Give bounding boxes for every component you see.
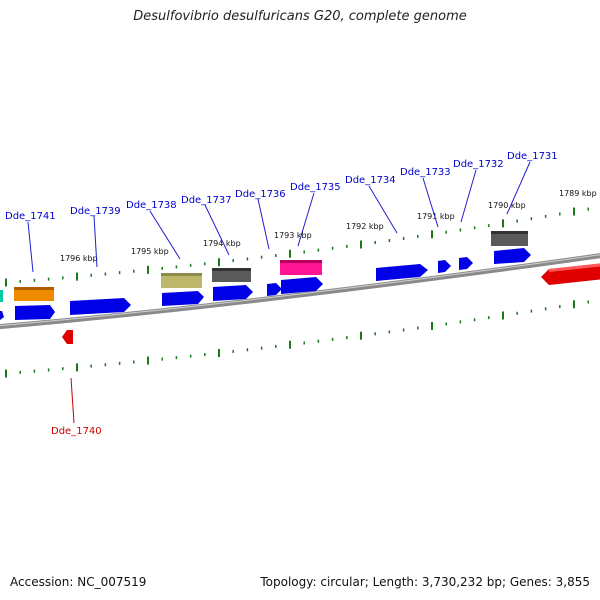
leader-dde-1741 [27,221,34,273]
kbp-label-1789: 1789 kbp [559,189,597,198]
cds-arrow-dde-1737 [213,285,253,301]
kbp-label-1791: 1791 kbp [417,212,455,221]
gene-label-dde-1740: Dde_1740 [51,426,102,437]
gene-label-dde-1736: Dde_1736 [235,189,286,200]
cds-arrow-edge-left [0,311,4,320]
genome-backbone-highlight [0,254,600,327]
cds-arrow-dde-1739 [70,298,131,315]
gene-label-dde-1741: Dde_1741 [5,211,56,222]
gene-label-dde-1734: Dde_1734 [345,175,396,186]
gene-label-dde-1739: Dde_1739 [70,206,121,217]
leader-dde-1734 [368,185,398,234]
leader-dde-1733 [422,177,439,228]
kbp-label-1796: 1796 kbp [60,254,98,263]
cds-arrow-reverse-right-highlight [549,263,600,272]
genome-stats-text: Topology: circular; Length: 3,730,232 bp… [260,575,590,589]
feature-dde-1737 [212,268,251,282]
cds-arrow-dde-1736 [267,283,282,296]
leader-dde-1735 [297,192,315,247]
feature-dde-1735 [280,260,322,275]
inner-tick-ring [5,300,589,378]
kbp-label-1794: 1794 kbp [203,239,241,248]
gene-label-dde-1732: Dde_1732 [453,159,504,170]
feature-edge-teal [0,290,3,302]
gene-label-dde-1735: Dde_1735 [290,182,341,193]
leader-dde-1740 [70,377,75,424]
gene-label-dde-1738: Dde_1738 [126,200,177,211]
cds-arrow-dde-1735 [281,277,323,294]
cds-arrow-dde-1738 [162,291,204,306]
feature-dde-1741 [14,287,54,301]
leader-dde-1732 [460,169,477,223]
leader-dde-1731 [506,161,531,215]
kbp-label-1793: 1793 kbp [274,231,312,240]
leader-dde-1739 [93,215,98,268]
cds-arrow-dde-1732 [459,257,473,270]
kbp-label-1792: 1792 kbp [346,222,384,231]
cds-arrow-dde-1733 [438,260,451,273]
gene-label-dde-1737: Dde_1737 [181,195,232,206]
feature-dde-1738 [161,273,202,288]
outer-tick-ring [5,207,589,287]
forward-cds-arrows [0,248,531,320]
kbp-label-1795: 1795 kbp [131,247,169,256]
gene-label-dde-1731: Dde_1731 [507,151,558,162]
gene-label-dde-1733: Dde_1733 [400,167,451,178]
leader-dde-1738 [149,210,181,260]
feature-dde-1731 [491,231,528,246]
gene-leader-lines [27,161,531,273]
leader-dde-1736 [257,198,270,250]
genome-backbone [0,253,600,330]
genome-title: Desulfovibrio desulfuricans G20, complet… [133,9,467,24]
leader-dde-1737 [204,204,230,256]
cds-arrow-dde-1731 [494,248,531,264]
kbp-label-1790: 1790 kbp [488,201,526,210]
cds-arrow-dde-1740 [62,330,73,344]
cds-arrow-dde-1734 [376,264,428,281]
accession-text: Accession: NC_007519 [10,575,147,589]
cds-arrow-dde-1741 [15,305,55,320]
